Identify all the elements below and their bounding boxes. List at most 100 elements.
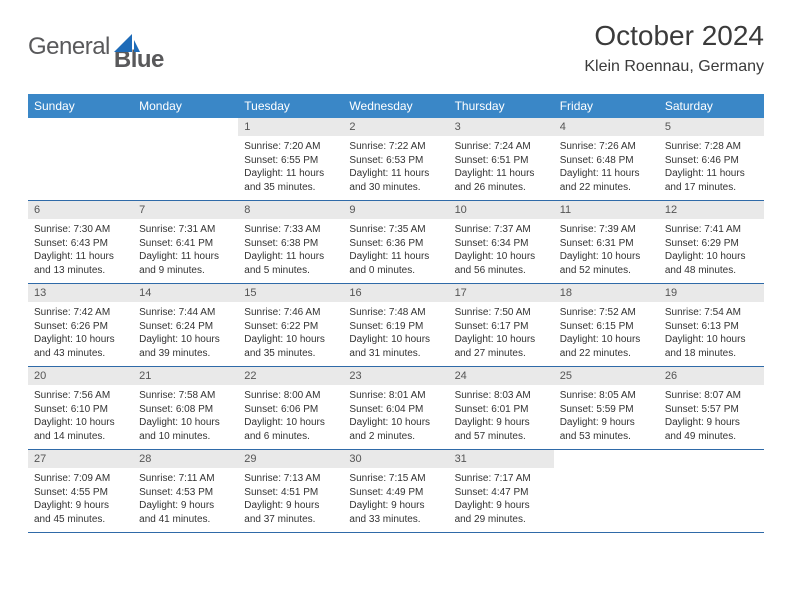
sunset-line: Sunset: 6:19 PM — [349, 320, 442, 334]
sunset-line: Sunset: 6:36 PM — [349, 237, 442, 251]
sunset-line: Sunset: 4:55 PM — [34, 486, 127, 500]
daylight-line: Daylight: 10 hours and 39 minutes. — [139, 333, 232, 360]
calendar-page: General Blue October 2024 Klein Roennau,… — [0, 0, 792, 543]
sunrise-line: Sunrise: 7:09 AM — [34, 472, 127, 486]
day-content-cell: Sunrise: 7:31 AMSunset: 6:41 PMDaylight:… — [133, 219, 238, 284]
daylight-line: Daylight: 10 hours and 56 minutes. — [455, 250, 548, 277]
sunset-line: Sunset: 6:31 PM — [560, 237, 653, 251]
day-content-cell: Sunrise: 7:22 AMSunset: 6:53 PMDaylight:… — [343, 136, 448, 201]
daylight-line: Daylight: 9 hours and 41 minutes. — [139, 499, 232, 526]
day-content-cell: Sunrise: 7:58 AMSunset: 6:08 PMDaylight:… — [133, 385, 238, 450]
day-content-cell: Sunrise: 7:56 AMSunset: 6:10 PMDaylight:… — [28, 385, 133, 450]
sunrise-line: Sunrise: 7:44 AM — [139, 306, 232, 320]
sunrise-line: Sunrise: 7:31 AM — [139, 223, 232, 237]
content-row: Sunrise: 7:09 AMSunset: 4:55 PMDaylight:… — [28, 468, 764, 533]
day-number-cell: 4 — [554, 118, 659, 136]
day-content-cell: Sunrise: 7:42 AMSunset: 6:26 PMDaylight:… — [28, 302, 133, 367]
daynum-row: 6789101112 — [28, 201, 764, 220]
day-content-cell: Sunrise: 8:05 AMSunset: 5:59 PMDaylight:… — [554, 385, 659, 450]
daynum-row: 13141516171819 — [28, 284, 764, 303]
day-content-cell: Sunrise: 8:00 AMSunset: 6:06 PMDaylight:… — [238, 385, 343, 450]
day-number-cell: 23 — [343, 367, 448, 386]
sunset-line: Sunset: 6:24 PM — [139, 320, 232, 334]
day-number-cell: 22 — [238, 367, 343, 386]
daylight-line: Daylight: 9 hours and 49 minutes. — [665, 416, 758, 443]
content-row: Sunrise: 7:20 AMSunset: 6:55 PMDaylight:… — [28, 136, 764, 201]
sunset-line: Sunset: 6:06 PM — [244, 403, 337, 417]
sunset-line: Sunset: 6:10 PM — [34, 403, 127, 417]
daylight-line: Daylight: 10 hours and 18 minutes. — [665, 333, 758, 360]
daylight-line: Daylight: 10 hours and 31 minutes. — [349, 333, 442, 360]
day-content-cell: Sunrise: 7:39 AMSunset: 6:31 PMDaylight:… — [554, 219, 659, 284]
day-number-cell — [554, 450, 659, 469]
sunrise-line: Sunrise: 7:13 AM — [244, 472, 337, 486]
sail-icon — [114, 34, 140, 54]
day-content-cell: Sunrise: 7:54 AMSunset: 6:13 PMDaylight:… — [659, 302, 764, 367]
day-content-cell: Sunrise: 7:33 AMSunset: 6:38 PMDaylight:… — [238, 219, 343, 284]
day-number-cell: 8 — [238, 201, 343, 220]
day-number-cell: 31 — [449, 450, 554, 469]
day-number-cell: 29 — [238, 450, 343, 469]
daylight-line: Daylight: 9 hours and 45 minutes. — [34, 499, 127, 526]
sunrise-line: Sunrise: 7:58 AM — [139, 389, 232, 403]
daylight-line: Daylight: 10 hours and 52 minutes. — [560, 250, 653, 277]
sunset-line: Sunset: 6:04 PM — [349, 403, 442, 417]
sunrise-line: Sunrise: 7:15 AM — [349, 472, 442, 486]
sunset-line: Sunset: 5:59 PM — [560, 403, 653, 417]
day-number-cell: 2 — [343, 118, 448, 136]
sunrise-line: Sunrise: 7:11 AM — [139, 472, 232, 486]
sunrise-line: Sunrise: 7:22 AM — [349, 140, 442, 154]
sunset-line: Sunset: 6:55 PM — [244, 154, 337, 168]
sunrise-line: Sunrise: 7:37 AM — [455, 223, 548, 237]
sunrise-line: Sunrise: 7:41 AM — [665, 223, 758, 237]
daylight-line: Daylight: 9 hours and 57 minutes. — [455, 416, 548, 443]
day-content-cell: Sunrise: 7:17 AMSunset: 4:47 PMDaylight:… — [449, 468, 554, 533]
day-content-cell: Sunrise: 7:20 AMSunset: 6:55 PMDaylight:… — [238, 136, 343, 201]
daylight-line: Daylight: 10 hours and 10 minutes. — [139, 416, 232, 443]
day-content-cell: Sunrise: 8:07 AMSunset: 5:57 PMDaylight:… — [659, 385, 764, 450]
daylight-line: Daylight: 9 hours and 37 minutes. — [244, 499, 337, 526]
sunset-line: Sunset: 6:01 PM — [455, 403, 548, 417]
daylight-line: Daylight: 11 hours and 9 minutes. — [139, 250, 232, 277]
daylight-line: Daylight: 10 hours and 2 minutes. — [349, 416, 442, 443]
header: General Blue October 2024 Klein Roennau,… — [28, 20, 764, 76]
brand-part1: General — [28, 33, 110, 61]
day-header: Wednesday — [343, 94, 448, 118]
day-number-cell: 30 — [343, 450, 448, 469]
daylight-line: Daylight: 11 hours and 30 minutes. — [349, 167, 442, 194]
day-number-cell — [28, 118, 133, 136]
day-number-cell: 14 — [133, 284, 238, 303]
sunset-line: Sunset: 6:29 PM — [665, 237, 758, 251]
daynum-row: 20212223242526 — [28, 367, 764, 386]
day-number-cell: 3 — [449, 118, 554, 136]
day-number-cell: 13 — [28, 284, 133, 303]
sunset-line: Sunset: 6:08 PM — [139, 403, 232, 417]
day-content-cell: Sunrise: 7:35 AMSunset: 6:36 PMDaylight:… — [343, 219, 448, 284]
day-content-cell — [133, 136, 238, 201]
day-content-cell: Sunrise: 8:01 AMSunset: 6:04 PMDaylight:… — [343, 385, 448, 450]
sunrise-line: Sunrise: 7:56 AM — [34, 389, 127, 403]
day-number-cell: 28 — [133, 450, 238, 469]
day-number-cell — [133, 118, 238, 136]
day-content-cell: Sunrise: 7:11 AMSunset: 4:53 PMDaylight:… — [133, 468, 238, 533]
day-number-cell: 21 — [133, 367, 238, 386]
daylight-line: Daylight: 9 hours and 33 minutes. — [349, 499, 442, 526]
day-number-cell: 15 — [238, 284, 343, 303]
day-content-cell: Sunrise: 7:37 AMSunset: 6:34 PMDaylight:… — [449, 219, 554, 284]
sunrise-line: Sunrise: 7:30 AM — [34, 223, 127, 237]
day-content-cell: Sunrise: 7:09 AMSunset: 4:55 PMDaylight:… — [28, 468, 133, 533]
sunset-line: Sunset: 4:49 PM — [349, 486, 442, 500]
day-number-cell: 12 — [659, 201, 764, 220]
day-number-cell: 17 — [449, 284, 554, 303]
sunset-line: Sunset: 6:15 PM — [560, 320, 653, 334]
sunrise-line: Sunrise: 8:07 AM — [665, 389, 758, 403]
daylight-line: Daylight: 10 hours and 27 minutes. — [455, 333, 548, 360]
sunset-line: Sunset: 6:48 PM — [560, 154, 653, 168]
day-number-cell: 7 — [133, 201, 238, 220]
day-content-cell: Sunrise: 7:26 AMSunset: 6:48 PMDaylight:… — [554, 136, 659, 201]
sunset-line: Sunset: 6:53 PM — [349, 154, 442, 168]
sunset-line: Sunset: 6:46 PM — [665, 154, 758, 168]
sunset-line: Sunset: 6:17 PM — [455, 320, 548, 334]
day-content-cell: Sunrise: 7:50 AMSunset: 6:17 PMDaylight:… — [449, 302, 554, 367]
sunrise-line: Sunrise: 7:52 AM — [560, 306, 653, 320]
